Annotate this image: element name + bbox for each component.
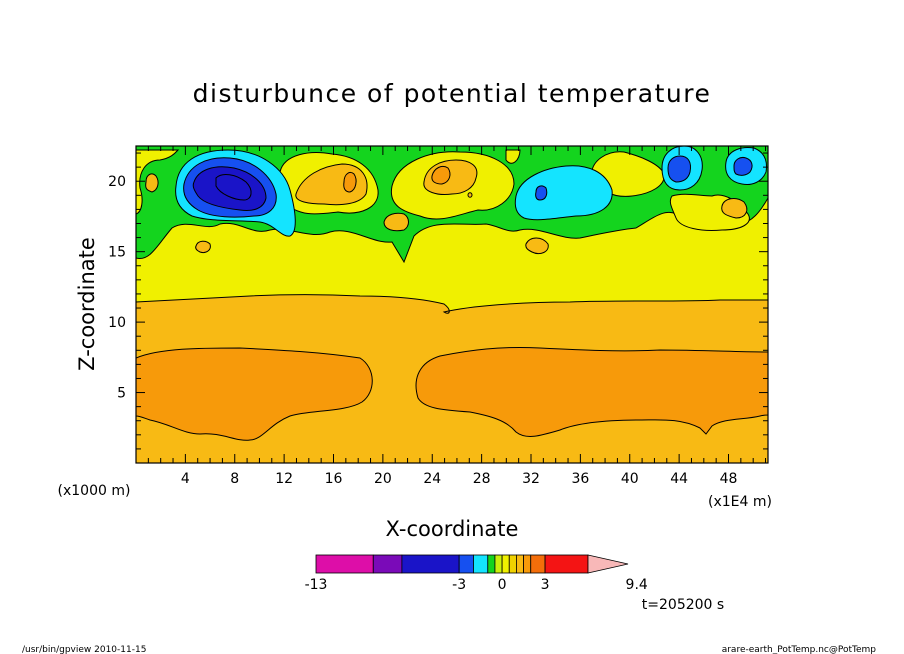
y-axis: 5 10 15 20	[108, 152, 768, 450]
x-tick-label-0: 4	[181, 471, 190, 487]
x-tick-label-7: 32	[522, 471, 540, 487]
colorbar-label-1: -3	[452, 577, 466, 593]
colorbar-label-0: -13	[305, 577, 328, 593]
colorbar-labels: -13 -3 0 3 9.4	[305, 577, 648, 593]
x-tick-label-10: 44	[670, 471, 688, 487]
time-label: t=205200 s	[642, 597, 724, 613]
x-axis-label: X-coordinate	[386, 517, 519, 541]
colorbar-label-4: 9.4	[626, 577, 648, 593]
colorbar-segment-11	[530, 554, 546, 574]
x-tick-label-3: 16	[325, 471, 343, 487]
colorbar-segment-3	[458, 554, 474, 574]
warm-cells	[145, 159, 748, 255]
colorbar-segment-0	[315, 554, 374, 574]
x-tick-label-5: 24	[423, 471, 441, 487]
footer-left: /usr/bin/gpview 2010-11-15	[22, 645, 146, 654]
y-axis-label: Z-coordinate	[75, 237, 99, 371]
band-lower-right	[415, 346, 768, 437]
colorbar-extension	[587, 554, 629, 574]
colorbar-segment-10	[523, 554, 532, 574]
x-tick-label-8: 36	[571, 471, 589, 487]
x-tick-label-4: 20	[374, 471, 392, 487]
x-tick-label-1: 8	[230, 471, 239, 487]
x-axis-unit: (x1000 m)	[58, 483, 131, 499]
y-tick-label-1: 10	[108, 315, 126, 331]
x-tick-label-2: 12	[275, 471, 293, 487]
colorbar-segment-5	[487, 554, 496, 574]
x-axis: 4 8 12 16 20 24 28 32 36 40 44 48	[147, 146, 767, 487]
plot-frame	[135, 145, 769, 464]
plot-area	[136, 146, 768, 463]
colorbar-segment-1	[372, 554, 403, 574]
cold-cell-32-cyan	[514, 165, 613, 221]
footer-right: arare-earth_PotTemp.nc@PotTemp	[722, 645, 877, 654]
colorbar-segment-6	[494, 554, 503, 574]
x-tick-label-9: 40	[621, 471, 639, 487]
colorbar-segment-9	[516, 554, 524, 574]
y-tick-label-3: 20	[108, 174, 126, 190]
colorbar-segment-2	[401, 554, 460, 574]
y-tick-label-0: 5	[117, 386, 126, 402]
colorbar-segment-12	[544, 554, 589, 574]
x-tick-label-6: 28	[473, 471, 491, 487]
colorbar-label-3: 3	[541, 577, 550, 593]
chart-title: disturbunce of potential temperature	[193, 79, 712, 108]
x-tick-label-11: 48	[720, 471, 738, 487]
negative-regions	[175, 146, 767, 237]
band-lower-left	[136, 347, 373, 441]
y-tick-label-2: 15	[108, 245, 126, 261]
colorbar-label-2: 0	[498, 577, 507, 593]
colorbar	[315, 554, 629, 574]
colorbar-segment-7	[501, 554, 510, 574]
y-axis-unit: (x1E4 m)	[708, 494, 772, 510]
colorbar-segment-8	[508, 554, 517, 574]
colorbar-segment-4	[473, 554, 489, 574]
